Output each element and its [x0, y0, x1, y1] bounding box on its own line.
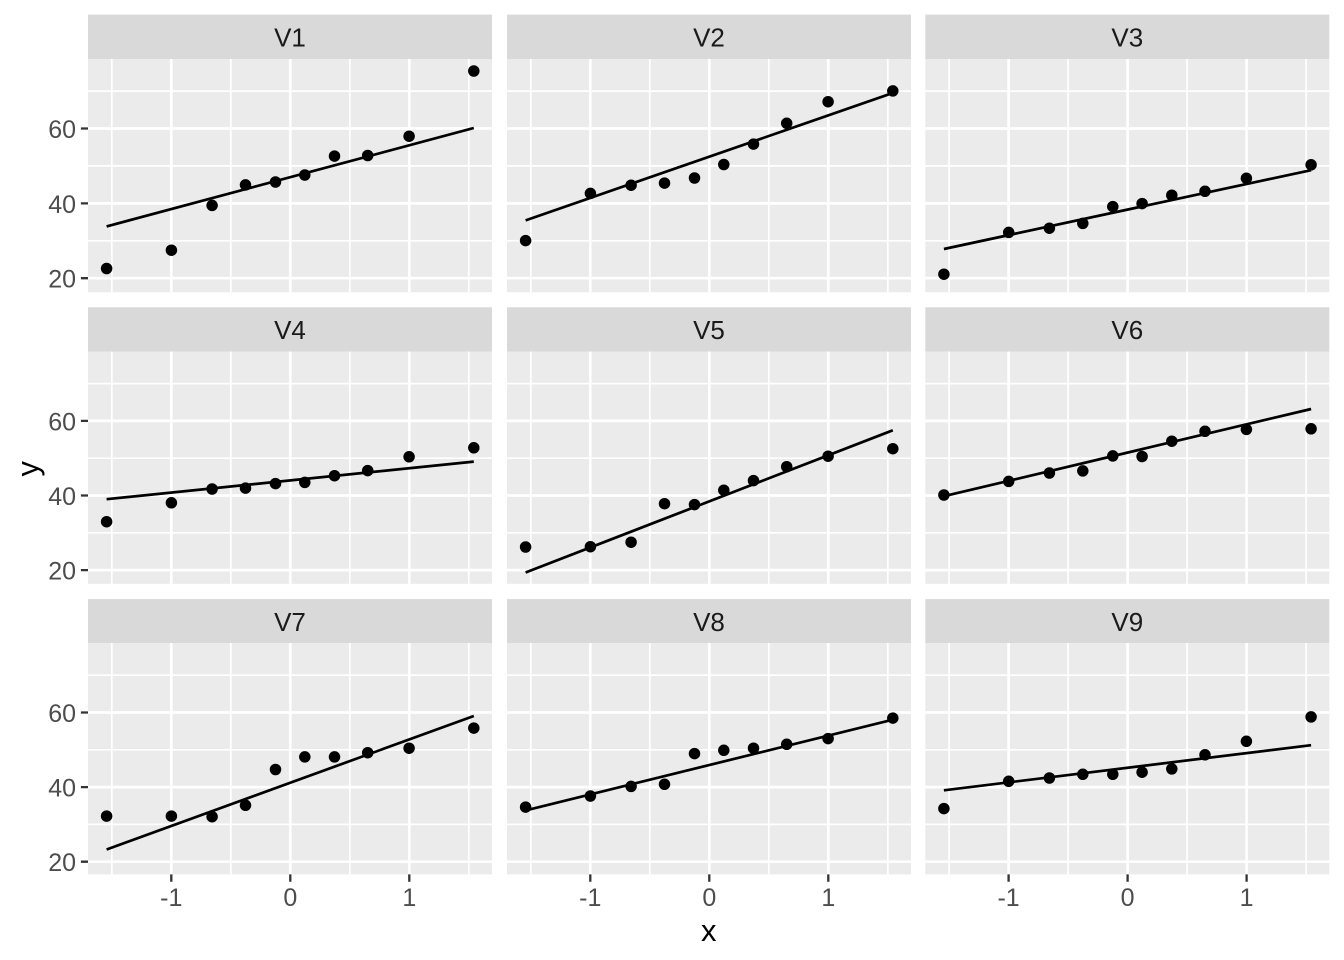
svg-text:60: 60: [48, 116, 76, 144]
svg-text:60: 60: [48, 700, 76, 728]
svg-text:-1: -1: [997, 884, 1019, 912]
svg-text:1: 1: [821, 884, 835, 912]
svg-text:0: 0: [283, 884, 297, 912]
svg-text:V2: V2: [693, 23, 725, 53]
svg-text:40: 40: [48, 775, 76, 803]
svg-text:40: 40: [48, 483, 76, 511]
svg-text:40: 40: [48, 191, 76, 219]
svg-text:-1: -1: [160, 884, 182, 912]
svg-text:20: 20: [48, 266, 76, 294]
svg-text:20: 20: [48, 558, 76, 586]
svg-text:1: 1: [1240, 884, 1254, 912]
svg-text:1: 1: [402, 884, 416, 912]
svg-text:V8: V8: [693, 607, 725, 637]
svg-text:V5: V5: [693, 315, 725, 345]
svg-text:V9: V9: [1111, 607, 1143, 637]
svg-text:0: 0: [1121, 884, 1135, 912]
svg-text:60: 60: [48, 408, 76, 436]
svg-text:y: y: [10, 460, 45, 476]
svg-text:V1: V1: [274, 23, 306, 53]
svg-text:V6: V6: [1111, 315, 1143, 345]
svg-text:-1: -1: [579, 884, 601, 912]
svg-text:V3: V3: [1111, 23, 1143, 53]
svg-text:0: 0: [702, 884, 716, 912]
svg-text:V4: V4: [274, 315, 306, 345]
svg-text:20: 20: [48, 849, 76, 877]
svg-text:V7: V7: [274, 607, 306, 637]
svg-text:x: x: [701, 913, 717, 948]
